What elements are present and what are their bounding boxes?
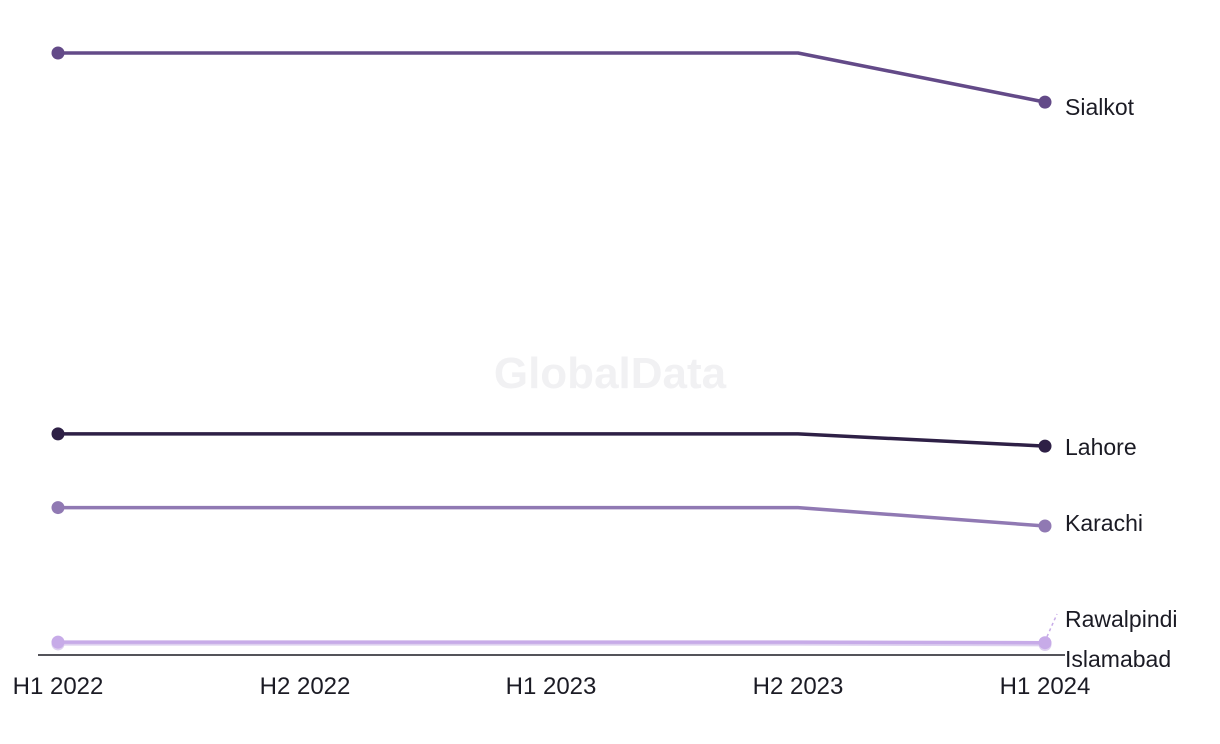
series-label-rawalpindi: Rawalpindi	[1065, 606, 1178, 632]
series-label-sialkot: Sialkot	[1065, 94, 1135, 120]
x-tick-label: H2 2022	[260, 673, 351, 700]
x-axis-ticks: H1 2022 H2 2022 H1 2023 H2 2023 H1 2024	[13, 673, 1091, 700]
series-labels: Islamabad Rawalpindi Karachi Lahore Sialkot	[1046, 94, 1178, 672]
data-point-sialkot	[1038, 95, 1052, 109]
x-tick-label: H2 2023	[753, 673, 844, 700]
series-label-karachi: Karachi	[1065, 510, 1143, 536]
data-point-lahore	[51, 427, 65, 441]
label-leader-line	[1046, 613, 1058, 638]
series-line-lahore	[56, 432, 1047, 448]
data-point-karachi	[51, 501, 65, 515]
series-line-rawalpindi	[56, 640, 1047, 645]
data-point-karachi	[1038, 519, 1052, 533]
data-point-rawalpindi	[51, 635, 65, 649]
x-tick-label: H1 2024	[1000, 673, 1091, 700]
series-label-lahore: Lahore	[1065, 434, 1137, 460]
data-point-sialkot	[51, 46, 65, 60]
series-layer	[51, 46, 1052, 652]
series-line-karachi	[56, 505, 1047, 528]
series-label-islamabad: Islamabad	[1065, 646, 1171, 672]
watermark: GlobalData	[494, 349, 727, 398]
x-tick-label: H1 2022	[13, 673, 104, 700]
x-tick-label: H1 2023	[506, 673, 597, 700]
series-line-islamabad	[56, 642, 1047, 647]
series-line-sialkot	[56, 51, 1047, 104]
data-point-rawalpindi	[1038, 636, 1052, 650]
data-point-lahore	[1038, 439, 1052, 453]
